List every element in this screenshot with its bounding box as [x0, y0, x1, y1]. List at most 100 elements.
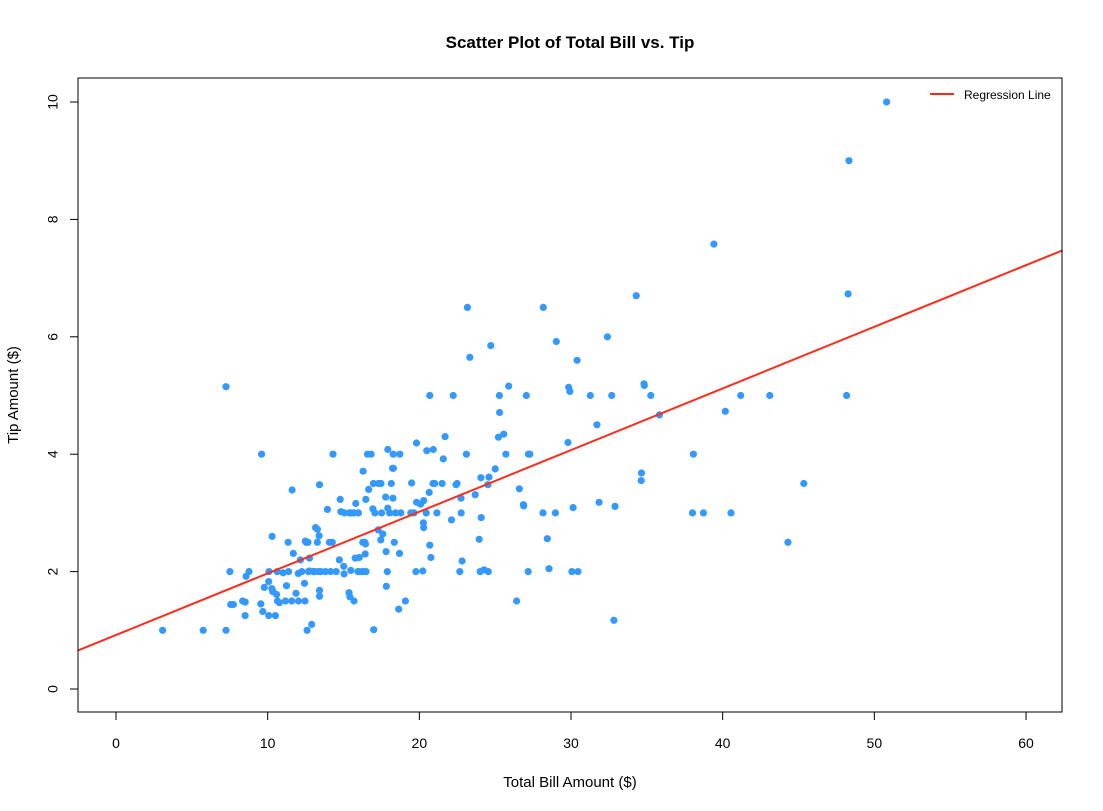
- data-point: [389, 494, 397, 502]
- data-point: [412, 568, 420, 576]
- x-tick-label: 40: [715, 735, 731, 751]
- data-point: [301, 597, 309, 605]
- data-point: [426, 391, 434, 400]
- data-point: [288, 597, 296, 605]
- data-point: [449, 391, 457, 400]
- x-axis: 0 10 20 30 40 50 60: [112, 711, 1034, 751]
- data-point: [800, 479, 808, 488]
- data-point: [727, 509, 735, 517]
- data-point: [408, 479, 416, 487]
- data-points: [159, 98, 891, 634]
- plot-frame: [77, 77, 1063, 713]
- data-point: [593, 421, 601, 429]
- data-point: [315, 532, 323, 540]
- data-point: [439, 455, 447, 463]
- data-point: [843, 391, 851, 400]
- data-point: [441, 433, 449, 441]
- data-point: [271, 612, 279, 620]
- data-point: [383, 568, 391, 576]
- data-point: [390, 538, 398, 546]
- data-point: [313, 525, 321, 533]
- x-tick-label: 60: [1018, 735, 1034, 751]
- data-point: [608, 391, 616, 400]
- data-point: [419, 567, 427, 575]
- data-point: [336, 495, 344, 503]
- x-axis-label: Total Bill Amount ($): [503, 774, 636, 791]
- data-point: [298, 568, 306, 576]
- data-point: [389, 464, 397, 472]
- data-point: [475, 535, 483, 543]
- data-point: [458, 557, 466, 565]
- data-point: [689, 450, 698, 458]
- data-point: [883, 98, 891, 106]
- y-tick-label: 6: [45, 333, 61, 341]
- data-point: [245, 568, 253, 576]
- data-point: [566, 387, 574, 395]
- data-point: [496, 408, 504, 417]
- data-point: [513, 597, 521, 605]
- regression-line: [77, 249, 1063, 652]
- data-point: [303, 626, 311, 634]
- data-point: [568, 568, 576, 576]
- data-point: [477, 514, 485, 522]
- data-point: [845, 157, 853, 165]
- data-point: [721, 407, 729, 415]
- data-point: [688, 509, 697, 517]
- data-point: [603, 333, 612, 341]
- data-point: [485, 473, 493, 481]
- data-point: [354, 509, 362, 517]
- data-point: [520, 502, 528, 510]
- data-point: [370, 626, 378, 634]
- data-point: [423, 447, 431, 455]
- data-point: [332, 568, 340, 576]
- data-point: [359, 467, 367, 475]
- data-point: [429, 445, 437, 454]
- data-point: [396, 450, 404, 458]
- data-point: [397, 509, 405, 517]
- data-point: [362, 495, 370, 503]
- data-point: [340, 562, 348, 570]
- y-tick-label: 8: [45, 215, 61, 223]
- data-point: [401, 597, 409, 605]
- data-point: [259, 607, 267, 616]
- data-point: [462, 450, 470, 458]
- x-tick-label: 0: [112, 735, 120, 751]
- data-point: [456, 568, 464, 576]
- data-point: [427, 553, 435, 562]
- data-point: [637, 477, 645, 485]
- data-point: [545, 565, 553, 573]
- data-point: [595, 498, 603, 506]
- data-point: [632, 292, 640, 300]
- data-point: [574, 568, 582, 576]
- data-point: [279, 569, 287, 577]
- data-point: [524, 568, 532, 576]
- legend: Regression Line: [930, 88, 1051, 102]
- data-point: [573, 356, 581, 364]
- data-point: [361, 550, 369, 558]
- data-point: [382, 582, 390, 590]
- data-point: [422, 509, 430, 517]
- x-tick-label: 30: [563, 735, 579, 751]
- data-point: [495, 391, 503, 400]
- data-point: [362, 568, 370, 576]
- data-point: [304, 538, 312, 546]
- data-point: [350, 597, 358, 605]
- data-point: [431, 479, 439, 488]
- data-point: [321, 568, 330, 576]
- data-point: [539, 303, 547, 311]
- data-point: [477, 474, 485, 482]
- data-point: [384, 445, 392, 454]
- data-point: [647, 391, 655, 400]
- data-point: [285, 568, 293, 576]
- data-point: [379, 530, 387, 538]
- data-point: [466, 353, 474, 361]
- data-point: [515, 485, 523, 493]
- data-point: [355, 553, 363, 562]
- data-point: [378, 509, 386, 517]
- data-point: [420, 497, 428, 505]
- data-point: [611, 502, 619, 510]
- data-point: [335, 556, 343, 564]
- data-point: [257, 600, 265, 608]
- data-point: [352, 499, 360, 508]
